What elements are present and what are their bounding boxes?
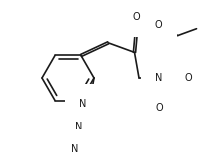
Text: O: O xyxy=(184,73,192,83)
Text: N: N xyxy=(79,99,86,109)
Text: O: O xyxy=(155,103,163,113)
Text: O: O xyxy=(133,12,141,22)
Text: N: N xyxy=(75,122,82,132)
Text: N: N xyxy=(155,73,163,83)
Text: O: O xyxy=(155,20,163,30)
Text: N: N xyxy=(71,144,79,154)
